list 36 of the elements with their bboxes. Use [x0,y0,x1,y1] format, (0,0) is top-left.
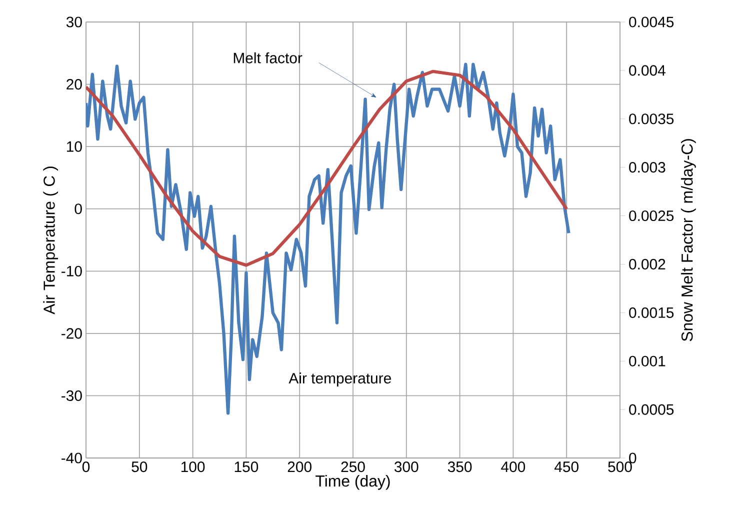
y-tick-label: 10 [67,141,82,152]
y2-tick-label: 0.0005 [629,404,674,415]
y2-axis-title: Snow Melt Factor ( m/day-C) [681,139,696,342]
y2-tick-label: 0.0045 [629,16,674,28]
y2-tick-label: 0.002 [629,258,666,270]
x-tick-label: 200 [288,462,312,472]
x-tick-label: 150 [234,462,258,472]
y-tick-label: -40 [62,452,82,464]
x-tick-label: 500 [608,462,632,472]
text: Melt factor [234,52,302,64]
y2-tick-label: 0.0035 [629,114,674,124]
y-tick-label: -20 [62,328,82,339]
line-series [86,70,568,267]
x-tick-label: 0 [82,462,90,472]
y2-tick-label: 0.001 [629,356,666,366]
x-tick-label: 300 [394,462,418,472]
x-tick-label: 350 [448,462,472,472]
y-tick-label: 20 [66,78,82,90]
y-tick-label: -10 [62,266,82,276]
x-tick-label: 450 [554,462,578,472]
y2-tick-label: 0.004 [629,65,666,76]
x-tick-label: 100 [181,462,205,472]
series-label: Air temperature [288,372,391,386]
y-axis-title: Air Temperature ( C ) [43,166,58,314]
x-tick-label: 400 [501,462,526,472]
y-tick-label: 0 [74,204,82,214]
y2-tick-label: 0.003 [629,162,666,173]
y-tick-label: 30 [66,16,82,28]
x-axis-title: Time (day) [316,474,390,490]
y2-tick-label: 0 [629,452,636,464]
line-series [86,62,570,415]
y2-tick-label: 0.0025 [629,210,674,222]
y-tick-label: -30 [62,390,82,401]
x-tick-label: 250 [341,462,365,472]
x-tick-label: 50 [132,462,148,472]
y2-tick-label: 0.0015 [629,307,674,318]
